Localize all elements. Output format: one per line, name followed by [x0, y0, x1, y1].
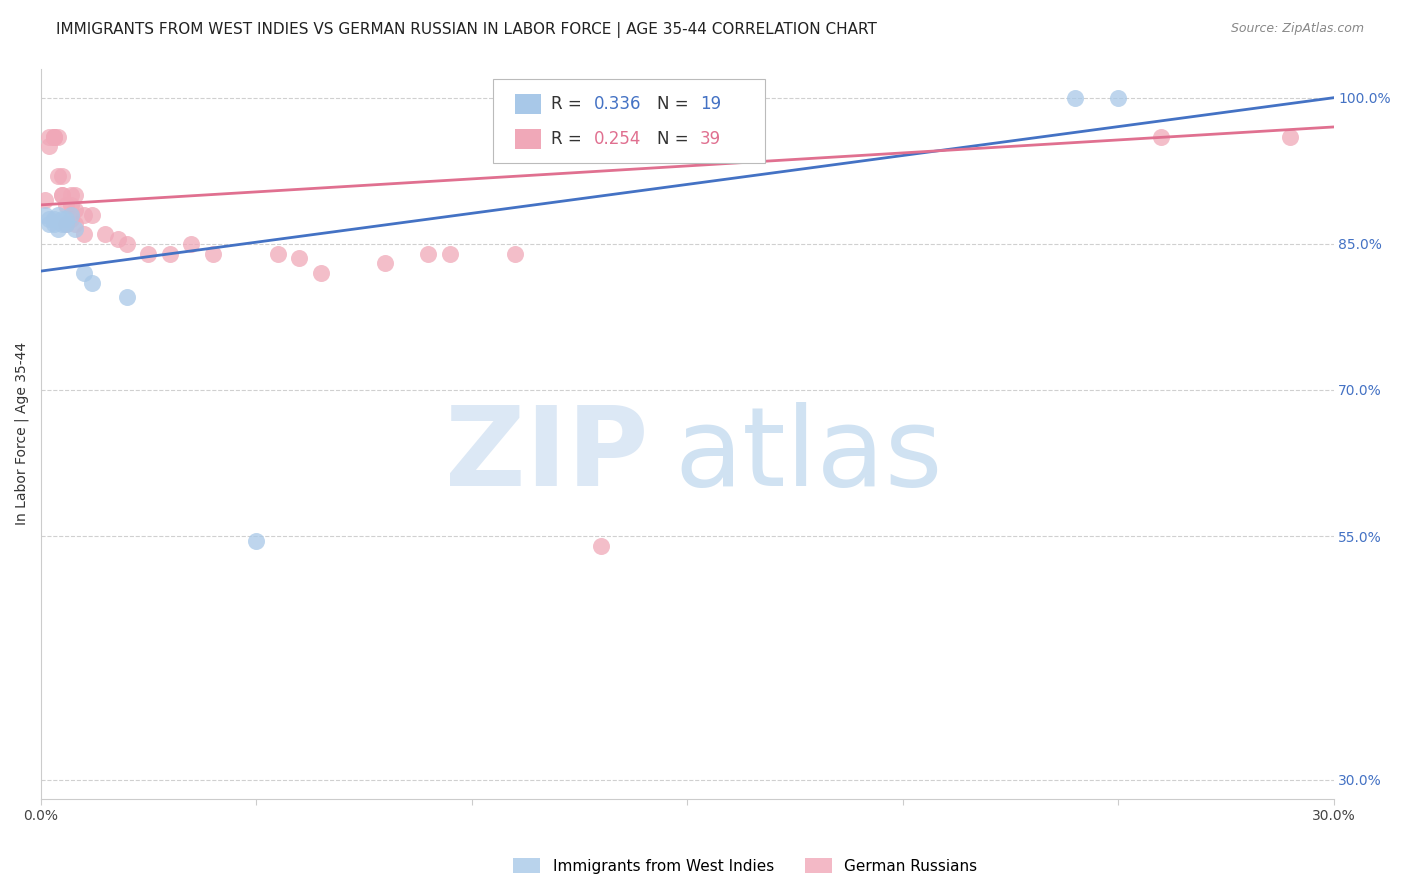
Point [42, 218, 65, 232]
Point [82, 276, 104, 290]
FancyBboxPatch shape [494, 79, 765, 163]
Point [94, 227, 117, 241]
Legend: Immigrants from West Indies, German Russians: Immigrants from West Indies, German Russ… [508, 852, 983, 880]
Text: 39: 39 [700, 130, 721, 148]
Text: atlas: atlas [673, 402, 942, 509]
Text: R =: R = [551, 95, 588, 113]
Point [107, 232, 129, 246]
Point [138, 246, 160, 260]
Point [589, 539, 612, 553]
Point [51, 169, 73, 183]
Point [63, 222, 86, 236]
Text: R =: R = [551, 130, 588, 148]
Point [439, 246, 461, 260]
Text: N =: N = [658, 130, 695, 148]
Point [73, 266, 96, 280]
Point [59, 208, 82, 222]
Point [38, 129, 60, 144]
Point [59, 198, 82, 212]
Point [51, 212, 73, 227]
Text: 0.336: 0.336 [593, 95, 641, 113]
Point [46, 129, 69, 144]
Point [38, 218, 60, 232]
Point [51, 188, 73, 202]
Point [34, 193, 56, 207]
Point [46, 208, 69, 222]
Point [418, 246, 440, 260]
Point [159, 246, 181, 260]
Point [82, 208, 104, 222]
Point [309, 266, 332, 280]
Point [503, 246, 526, 260]
Point [288, 252, 311, 266]
Point [55, 218, 77, 232]
Point [42, 129, 65, 144]
Text: ZIP: ZIP [444, 402, 648, 509]
Point [73, 227, 96, 241]
Point [1107, 91, 1129, 105]
FancyBboxPatch shape [515, 94, 541, 114]
Point [38, 139, 60, 153]
Point [55, 212, 77, 227]
Point [266, 246, 288, 260]
Point [55, 198, 77, 212]
FancyBboxPatch shape [515, 129, 541, 149]
Point [46, 222, 69, 236]
Point [51, 188, 73, 202]
Point [180, 236, 202, 251]
Text: Source: ZipAtlas.com: Source: ZipAtlas.com [1230, 22, 1364, 36]
Point [63, 218, 86, 232]
Text: IMMIGRANTS FROM WEST INDIES VS GERMAN RUSSIAN IN LABOR FORCE | AGE 35-44 CORRELA: IMMIGRANTS FROM WEST INDIES VS GERMAN RU… [56, 22, 877, 38]
Point [42, 129, 65, 144]
Point [42, 129, 65, 144]
Point [1279, 129, 1302, 144]
Point [34, 208, 56, 222]
Point [245, 533, 267, 548]
Point [51, 218, 73, 232]
Point [1150, 129, 1173, 144]
Point [63, 202, 86, 217]
Text: N =: N = [658, 95, 695, 113]
Point [59, 212, 82, 227]
Point [73, 208, 96, 222]
Text: 19: 19 [700, 95, 721, 113]
Point [63, 188, 86, 202]
Point [115, 236, 138, 251]
Point [42, 212, 65, 227]
Point [55, 218, 77, 232]
Point [38, 212, 60, 227]
Point [115, 290, 138, 304]
Point [59, 188, 82, 202]
Point [1064, 91, 1087, 105]
Text: 0.254: 0.254 [593, 130, 641, 148]
Y-axis label: In Labor Force | Age 35-44: In Labor Force | Age 35-44 [15, 343, 30, 525]
Point [374, 256, 396, 270]
Point [46, 169, 69, 183]
Point [201, 246, 224, 260]
